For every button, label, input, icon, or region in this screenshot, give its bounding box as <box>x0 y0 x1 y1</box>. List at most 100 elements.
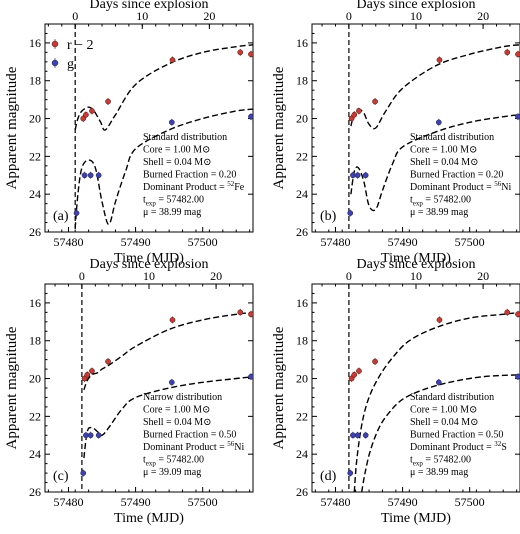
panel-label: (d) <box>320 469 337 484</box>
data-point-r <box>436 57 443 63</box>
data-point-g <box>87 432 94 439</box>
annotation-line: texp = 57482.00 <box>143 195 204 208</box>
data-point-g <box>347 470 354 476</box>
annotation-line: μ = 38.99 mag <box>143 207 201 218</box>
annotation-line: Shell = 0.04 M⊙ <box>143 157 211 168</box>
data-point-r <box>248 51 253 58</box>
annotation-line: Narrow distribution <box>143 392 222 403</box>
annotation-line: Shell = 0.04 M⊙ <box>410 157 478 168</box>
x-tick-label: 57480 <box>320 235 350 249</box>
legend-label: r − 2 <box>67 38 94 53</box>
y-tick-label: 26 <box>296 485 308 499</box>
annotation-line: Dominant Product = 56Ni <box>143 440 244 453</box>
data-point-r <box>515 51 520 58</box>
top-tick-label: 0 <box>346 269 352 283</box>
panel-label: (b) <box>320 209 337 224</box>
y-tick-label: 16 <box>29 36 41 50</box>
annotation-line: Shell = 0.04 M⊙ <box>143 417 211 428</box>
top-axis-label: Days since explosion <box>90 0 209 12</box>
data-point-r <box>356 108 362 114</box>
x-tick-label: 57490 <box>121 495 151 509</box>
y-tick-label: 26 <box>296 225 308 239</box>
data-point-r <box>105 98 111 105</box>
x-axis-label: Time (MJD) <box>381 511 451 526</box>
y-tick-label: 24 <box>29 447 41 461</box>
panel-label: (a) <box>53 209 69 224</box>
plot-area <box>80 284 253 492</box>
annotation-line: Core = 1.00 M⊙ <box>410 145 477 156</box>
y-tick-label: 20 <box>296 112 308 126</box>
data-point-r <box>436 317 443 323</box>
data-point-r <box>356 368 362 374</box>
x-tick-label: 57500 <box>455 495 485 509</box>
y-tick-label: 22 <box>29 409 41 423</box>
annotation-line: Burned Fraction = 0.50 <box>143 430 236 441</box>
x-axis-label: Time (MJD) <box>114 511 184 526</box>
x-axis-label: Time (MJD) <box>381 251 451 266</box>
annotation-line: Burned Fraction = 0.20 <box>410 170 503 181</box>
data-point-g <box>435 379 442 386</box>
top-tick-label: 20 <box>477 9 489 23</box>
y-tick-label: 18 <box>296 74 308 88</box>
x-tick-label: 57490 <box>388 235 418 249</box>
y-tick-label: 24 <box>29 187 41 201</box>
annotation-line: μ = 38.99 mag <box>410 467 468 478</box>
data-point-r <box>351 371 358 378</box>
data-point-r <box>105 358 111 365</box>
annotation-line: Dominant Product = 32S <box>410 440 507 453</box>
data-point-r <box>248 311 253 318</box>
top-tick-label: 20 <box>477 269 489 283</box>
data-point-g <box>515 113 520 120</box>
data-point-g <box>248 113 253 120</box>
data-point-g <box>362 172 369 179</box>
y-tick-label: 24 <box>296 447 308 461</box>
top-tick-label: 20 <box>210 269 222 283</box>
data-point-r <box>504 49 511 56</box>
data-point-r <box>169 317 176 323</box>
y-axis-label-left: Apparent magnitude <box>4 66 20 189</box>
model-curve-r <box>350 44 520 130</box>
legend-marker <box>51 59 59 67</box>
x-tick-label: 57480 <box>53 495 83 509</box>
y-tick-label: 16 <box>296 296 308 310</box>
data-point-g <box>347 210 354 216</box>
y-tick-label: 22 <box>29 149 41 163</box>
x-tick-label: 57490 <box>121 235 151 249</box>
annotation-line: Shell = 0.04 M⊙ <box>410 417 478 428</box>
y-tick-label: 26 <box>29 225 41 239</box>
annotation-line: Core = 1.00 M⊙ <box>143 405 210 416</box>
x-tick-label: 57500 <box>188 235 218 249</box>
data-point-g <box>87 172 94 179</box>
plot-area <box>73 24 253 232</box>
data-point-g <box>354 432 361 439</box>
top-tick-label: 10 <box>136 9 148 23</box>
data-point-r <box>515 311 520 318</box>
data-point-r <box>372 98 378 105</box>
annotation-line: Standard distribution <box>410 392 494 403</box>
y-axis-label-right: Apparent magnitude <box>271 326 287 449</box>
data-point-g <box>95 172 102 179</box>
plot-area <box>347 24 520 232</box>
legend-label: g <box>67 57 74 72</box>
data-point-r <box>89 108 95 114</box>
model-curve-g <box>361 374 520 492</box>
model-curve-g <box>350 114 520 212</box>
model-curve-g <box>74 108 253 229</box>
top-tick-label: 0 <box>79 269 85 283</box>
model-curve-g <box>83 376 253 459</box>
data-point-r <box>84 371 91 378</box>
y-axis-label-left: Apparent magnitude <box>4 326 20 449</box>
data-point-r <box>83 111 89 118</box>
y-tick-label: 16 <box>296 36 308 50</box>
data-point-g <box>515 373 520 380</box>
annotation-line: Standard distribution <box>410 132 494 143</box>
data-point-g <box>73 210 80 216</box>
data-point-g <box>248 373 253 380</box>
data-point-r <box>351 111 358 118</box>
data-point-g <box>350 172 356 179</box>
annotation-line: Burned Fraction = 0.20 <box>143 170 236 181</box>
